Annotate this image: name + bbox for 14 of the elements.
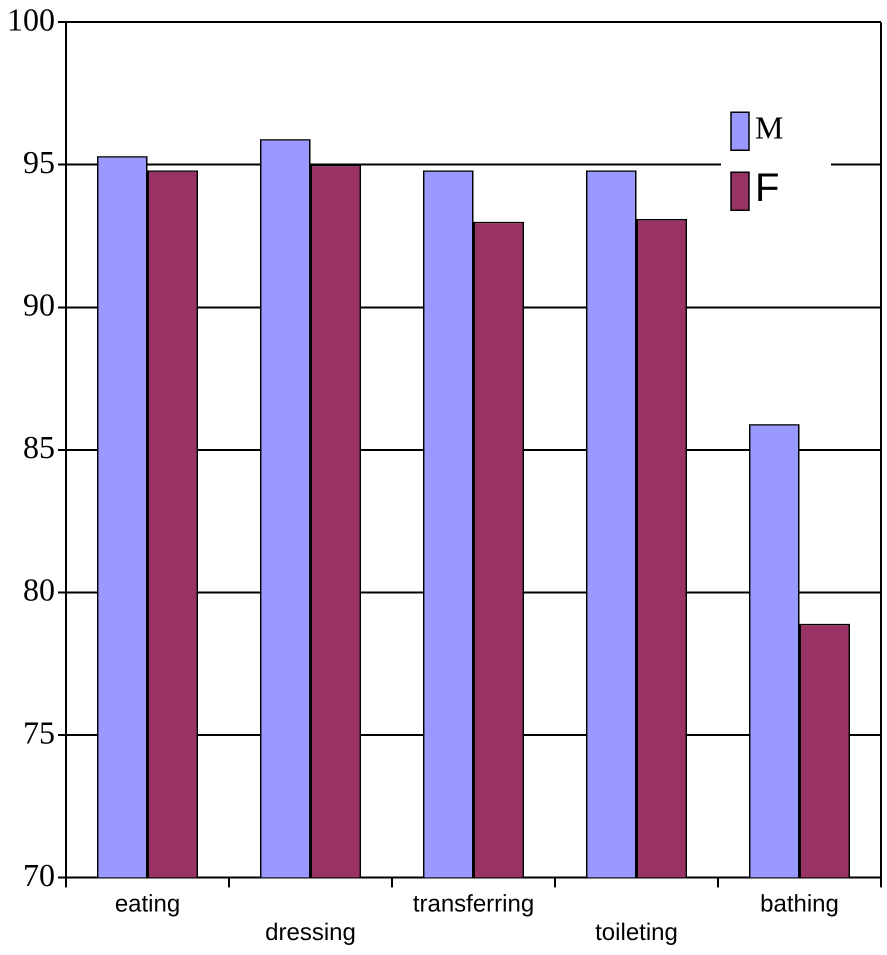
x-tick-label: transferring [412, 890, 534, 918]
y-tick-label: 75 [23, 714, 55, 750]
x-tick-label: bathing [760, 890, 839, 918]
legend-label: M [755, 110, 784, 146]
y-tick-label: 100 [7, 2, 55, 38]
y-tick-label: 95 [23, 144, 55, 180]
x-tick-label: eating [114, 890, 180, 918]
y-tick-label: 70 [23, 856, 55, 893]
x-tick-label: toileting [595, 919, 678, 946]
x-tick-label: dressing [265, 919, 356, 946]
y-tick-label: 80 [23, 572, 55, 608]
legend-label: F [755, 166, 780, 210]
y-tick-label: 90 [23, 286, 55, 323]
y-tick-label: 85 [23, 429, 55, 466]
